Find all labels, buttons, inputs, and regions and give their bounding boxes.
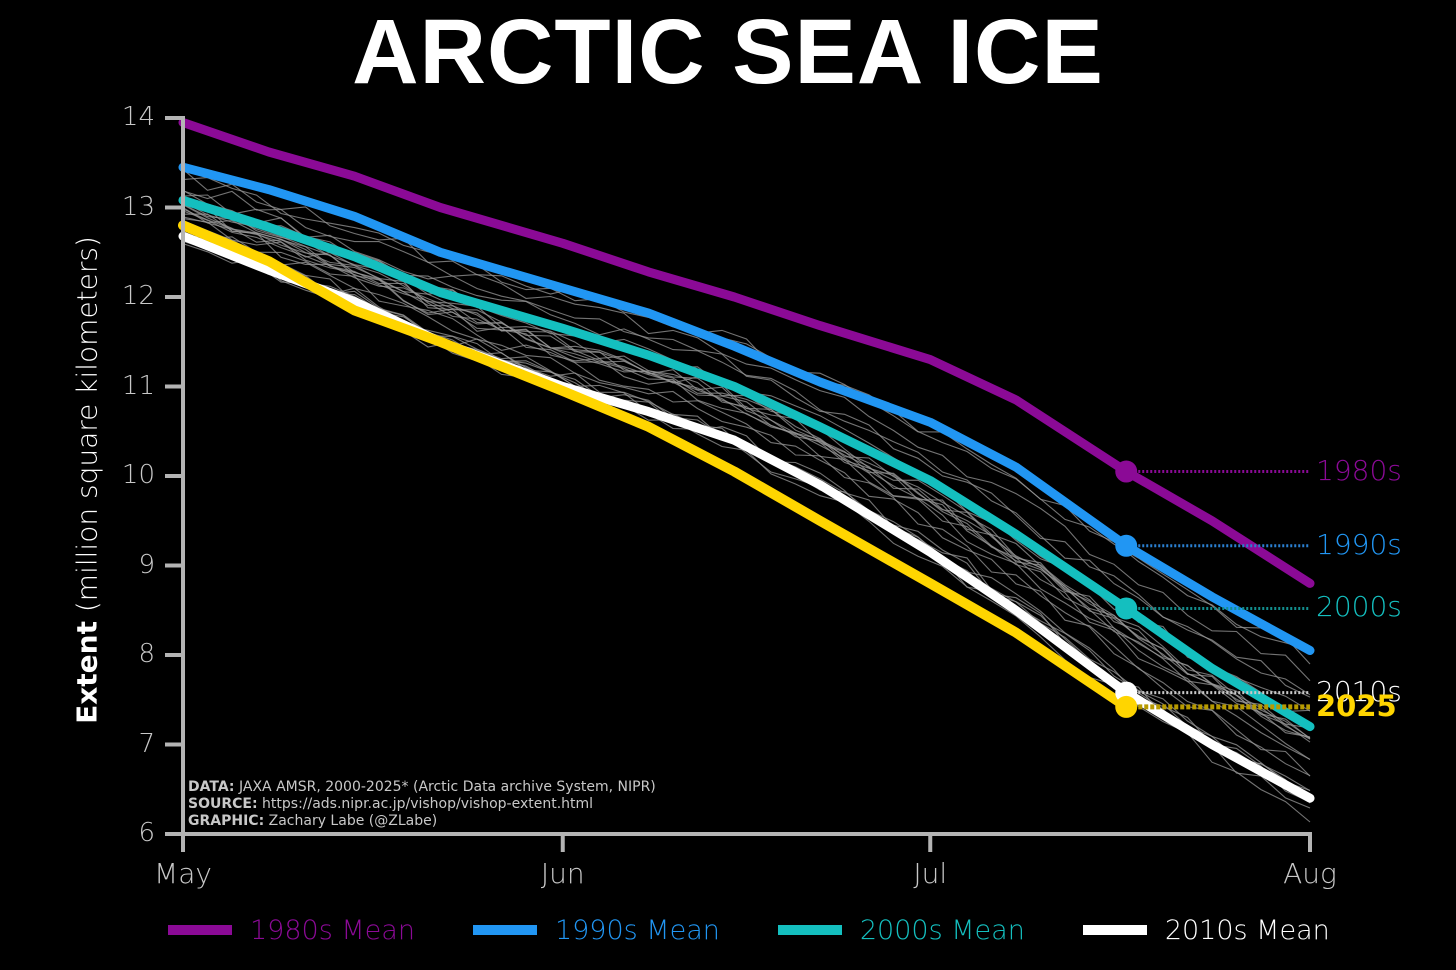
credit-source: SOURCE: https://ads.nipr.ac.jp/vishop/vi…: [188, 796, 594, 812]
credit-data: DATA: JAXA AMSR, 2000-2025* (Arctic Data…: [188, 779, 656, 795]
legend-label-2010s: 2010s Mean: [1164, 914, 1330, 946]
end-label-1980s: 1980s: [1316, 453, 1402, 487]
legend-label-1990s: 1990s Mean: [554, 914, 720, 946]
x-tick-label: Jun: [540, 857, 585, 890]
credit-graphic: GRAPHIC: Zachary Labe (@ZLabe): [188, 813, 438, 829]
end-value-leader-lines: [1138, 470, 1310, 710]
end-label-2010s: 2010s: [1316, 674, 1402, 708]
legend-item-1980s: 1980s Mean: [168, 915, 415, 946]
y-tick-label: 12: [121, 281, 155, 311]
y-tick-label: 9: [138, 549, 155, 580]
legend-item-2000s: 2000s Mean: [777, 914, 1025, 946]
legend-swatch-1980s: [168, 925, 232, 935]
end-label-2025: 2025: [1316, 688, 1397, 723]
decadal-mean-lines: [178, 118, 1315, 803]
y-tick-label: 10: [121, 460, 155, 490]
legend: 1980s Mean 1990s Mean 2000s Mean 2010s M…: [168, 910, 1388, 950]
y-axis-label-units: (million square kilometers): [70, 236, 104, 613]
legend-item-1990s: 1990s Mean: [472, 914, 720, 946]
legend-item-2010s: 2010s Mean: [1082, 914, 1330, 946]
x-tick-label: Aug: [1283, 857, 1337, 890]
x-tick-label: May: [154, 857, 212, 890]
legend-swatch-2000s: [777, 925, 842, 935]
y-tick-label: 8: [138, 639, 155, 669]
y-tick-label: 7: [138, 728, 155, 759]
legend-swatch-2010s: [1082, 925, 1147, 935]
y-axis-label-bold: Extent: [70, 621, 104, 724]
legend-swatch-1990s: [472, 925, 537, 935]
y-tick-label: 14: [121, 102, 155, 132]
chart-title: ARCTIC SEA ICE: [352, 1, 1104, 103]
legend-label-2000s: 2000s Mean: [859, 914, 1025, 946]
legend-label-1980s: 1980s Mean: [250, 914, 415, 946]
y-axis-label: Extent (million square kilometers): [71, 236, 104, 724]
x-tick-label: Jul: [913, 857, 948, 890]
end-label-2000s: 2000s: [1316, 590, 1402, 624]
y-tick-label: 13: [121, 191, 155, 222]
individual-year-lines: [182, 168, 1311, 823]
end-label-1990s: 1990s: [1316, 527, 1402, 561]
current-day-markers: [1115, 460, 1138, 718]
y-tick-label: 11: [121, 370, 155, 401]
y-tick-label: 6: [138, 818, 155, 848]
axes: [165, 116, 1312, 852]
credits-block: DATA: JAXA AMSR, 2000-2025* (Arctic Data…: [188, 779, 656, 830]
